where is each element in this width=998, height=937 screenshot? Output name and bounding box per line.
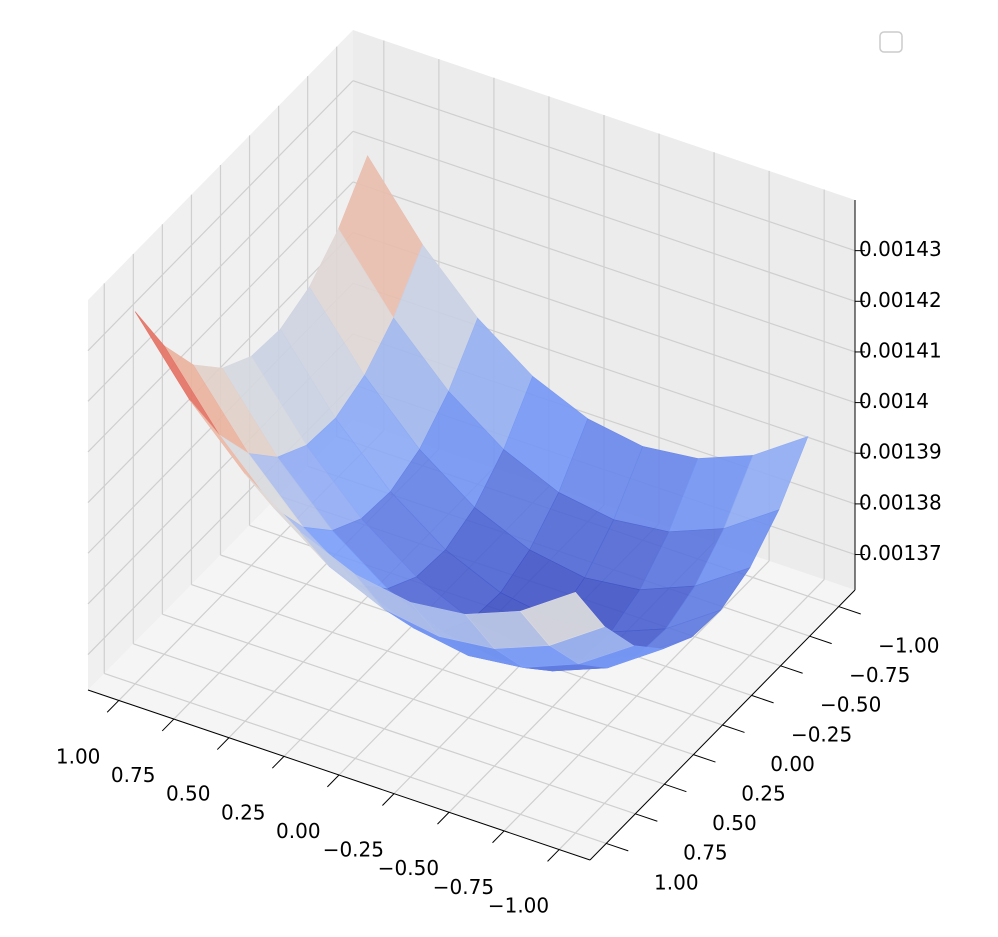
grid-line [352, 181, 856, 353]
grid-line [191, 584, 694, 756]
tick-mark [751, 694, 774, 704]
grid-line [87, 232, 354, 504]
tick-mark [606, 842, 629, 852]
grid-line [133, 643, 636, 815]
y-tick-label: 0.75 [683, 841, 728, 865]
tick-mark [722, 724, 745, 733]
z-tick-label: 0.00143 [859, 237, 942, 261]
grid-line [352, 232, 856, 404]
tick-mark [693, 754, 716, 763]
grid-line [162, 613, 665, 785]
tick-mark [327, 774, 340, 788]
surface [134, 155, 809, 672]
y-tick-label: −0.50 [820, 693, 881, 717]
tick-mark [161, 718, 175, 732]
x-tick-label: 0.50 [166, 782, 211, 806]
labels: −1.00−0.75−0.50−0.250.000.250.500.751.00… [56, 200, 942, 918]
z-tick-label: 0.00137 [859, 541, 942, 565]
z-tick-label: 0.00138 [859, 490, 942, 514]
y-tick-label: 0.25 [741, 781, 786, 805]
z-tick-label: 0.00139 [859, 440, 942, 464]
z-tick-label: 0.0014 [859, 389, 929, 413]
tick-mark [547, 849, 560, 862]
legend-box [879, 31, 903, 53]
tick-mark [809, 635, 832, 645]
y-tick-label: 0.00 [770, 752, 815, 776]
z-tick-label: 0.00142 [859, 288, 942, 312]
y-tick-label: 0.50 [712, 811, 757, 835]
grid-line [87, 130, 354, 402]
y-tick-label: −0.75 [849, 663, 910, 687]
tick-mark [492, 830, 505, 844]
x-tick-label: 0.00 [276, 819, 321, 843]
tick-mark [106, 700, 120, 713]
y-tick-label: −0.25 [791, 722, 852, 746]
grid-line [87, 181, 354, 453]
y-tick-label: −1.00 [878, 633, 939, 657]
x-tick-label: 0.75 [111, 763, 156, 787]
grid-line [352, 80, 856, 252]
grid-line [352, 130, 856, 302]
tick-mark [780, 665, 803, 674]
grid-line [104, 672, 607, 844]
surface-patch [519, 592, 606, 646]
tick-mark [271, 756, 285, 769]
x-axis-line [87, 689, 591, 861]
x-tick-label: −0.50 [378, 856, 439, 880]
tick-mark [635, 813, 658, 822]
tick-mark [437, 811, 450, 825]
x-tick-label: −0.25 [323, 838, 384, 862]
x-tick-label: −1.00 [488, 894, 549, 918]
x-tick-label: −0.75 [433, 875, 494, 899]
y-axis-line [589, 589, 856, 861]
tick-mark [664, 783, 687, 793]
tick-mark [838, 606, 861, 615]
grid-line [87, 80, 354, 352]
tick-mark [216, 737, 230, 750]
x-tick-label: 0.25 [221, 800, 266, 824]
x-tick-label: 1.00 [56, 744, 101, 768]
z-tick-label: 0.00141 [859, 338, 942, 362]
y-tick-label: 1.00 [654, 870, 699, 894]
tick-mark [382, 793, 395, 806]
